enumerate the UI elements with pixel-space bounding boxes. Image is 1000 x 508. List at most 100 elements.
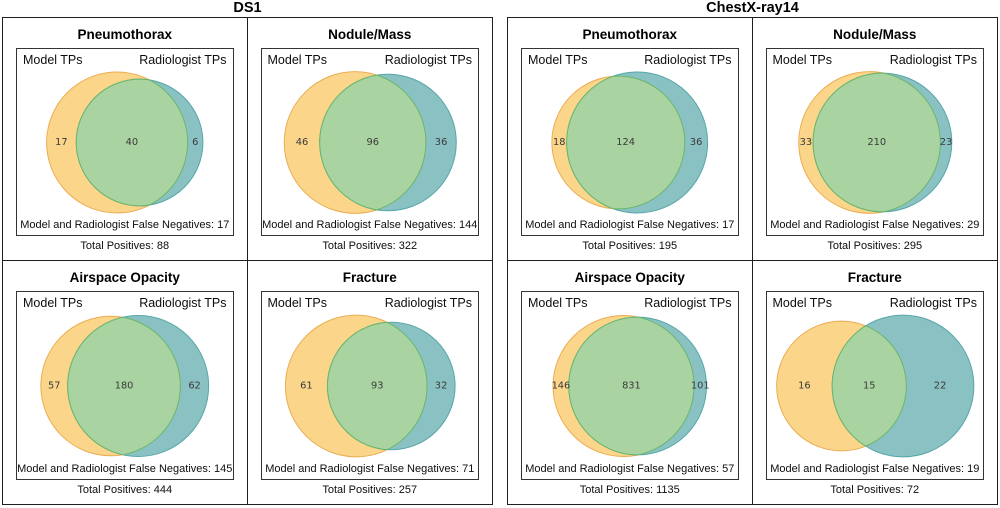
model-tps-label: Model TPs xyxy=(267,53,328,67)
total-positives-caption: Total Positives: 257 xyxy=(322,484,418,496)
condition-title: Airspace Opacity xyxy=(574,270,685,285)
radiologist-only-count: 101 xyxy=(691,381,710,392)
venn-svg: 16 15 22 xyxy=(775,314,974,458)
radiologist-tps-label: Radiologist TPs xyxy=(889,53,977,67)
overlap-edge xyxy=(812,73,941,212)
radiologist-only-count: 6 xyxy=(192,137,198,148)
model-only-count: 57 xyxy=(48,381,60,392)
total-positives-caption: Total Positives: 295 xyxy=(827,240,923,252)
total-positives-caption: Total Positives: 322 xyxy=(322,240,418,252)
panel-title-chestxray14: ChestX-ray14 xyxy=(706,0,799,16)
false-negatives-caption: Model and Radiologist False Negatives: 1… xyxy=(525,219,735,231)
radiologist-tps-label: Radiologist TPs xyxy=(139,296,227,310)
model-tps-label: Model TPs xyxy=(772,53,833,67)
venn-frame: Model TPs Radiologist TPs 16 15 22 Model a… xyxy=(765,291,984,480)
set-labels-row: Model TPs Radiologist TPs xyxy=(262,292,479,310)
model-only-count: 17 xyxy=(55,137,67,148)
false-negatives-caption: Model and Radiologist False Negatives: 2… xyxy=(770,219,980,231)
model-only-count: 61 xyxy=(300,381,313,392)
venn-diagram: 18 124 36 xyxy=(522,67,738,218)
radiologist-tps-label: Radiologist TPs xyxy=(889,296,977,310)
overlap-edge xyxy=(566,75,686,210)
total-positives-caption: Total Positives: 72 xyxy=(830,484,920,496)
overlap-count: 15 xyxy=(862,381,875,392)
radiologist-only-count: 36 xyxy=(434,137,447,148)
model-only-count: 46 xyxy=(295,137,308,148)
venn-diagram: 33 210 23 xyxy=(767,67,984,218)
overlap-count: 210 xyxy=(867,137,886,148)
false-negatives-caption: Model and Radiologist False Negatives: 1… xyxy=(770,463,980,475)
overlap-region xyxy=(566,76,685,209)
venn-svg: 61 93 32 xyxy=(284,314,456,458)
venn-svg: 18 124 36 xyxy=(551,71,709,214)
panel-box-chestxray14: Pneumothorax Model TPs Radiologist TPs 1… xyxy=(507,17,998,505)
set-labels-row: Model TPs Radiologist TPs xyxy=(262,49,479,67)
overlap-count: 831 xyxy=(622,381,641,392)
radiologist-tps-label: Radiologist TPs xyxy=(139,53,227,67)
set-labels-row: Model TPs Radiologist TPs xyxy=(767,49,984,67)
radiologist-only-count: 36 xyxy=(690,137,702,148)
condition-title: Pneumothorax xyxy=(77,27,172,42)
venn-diagram: 146 831 101 xyxy=(522,310,738,462)
total-positives-caption: Total Positives: 444 xyxy=(77,484,173,496)
set-labels-row: Model TPs Radiologist TPs xyxy=(767,292,984,310)
overlap-count: 93 xyxy=(370,381,383,392)
total-positives-caption: Total Positives: 195 xyxy=(582,240,678,252)
venn-frame: Model TPs Radiologist TPs 17 40 6 Model an… xyxy=(16,48,234,236)
radiologist-tps-label: Radiologist TPs xyxy=(644,53,732,67)
false-negatives-caption: Model and Radiologist False Negatives: 5… xyxy=(525,463,735,475)
venn-diagram: 57 180 62 xyxy=(17,310,233,462)
venn-diagram: 16 15 22 xyxy=(767,310,984,462)
venn-cell-ds1-airspace-opacity: Airspace Opacity Model TPs Radiologist T… xyxy=(3,261,248,504)
radiologist-tps-label: Radiologist TPs xyxy=(384,296,472,310)
venn-cell-cxr14-nodule-mass: Nodule/Mass Model TPs Radiologist TPs 33… xyxy=(752,18,997,261)
condition-title: Fracture xyxy=(342,270,397,285)
venn-svg: 146 831 101 xyxy=(552,315,710,457)
set-labels-row: Model TPs Radiologist TPs xyxy=(522,49,738,67)
overlap-count: 96 xyxy=(366,137,379,148)
overlap-count: 180 xyxy=(115,381,134,392)
radiologist-tps-label: Radiologist TPs xyxy=(644,296,732,310)
overlap-edge xyxy=(319,74,426,211)
venn-frame: Model TPs Radiologist TPs 33 210 23 Model … xyxy=(765,48,984,236)
panel-ds1: DS1 Pneumothorax Model TPs Radiologist T… xyxy=(2,0,493,505)
venn-frame: Model TPs Radiologist TPs 61 93 32 Model a… xyxy=(260,291,479,480)
overlap-region xyxy=(75,78,188,207)
set-labels-row: Model TPs Radiologist TPs xyxy=(522,292,738,310)
model-tps-label: Model TPs xyxy=(267,296,328,310)
overlap-edge xyxy=(326,322,428,450)
overlap-count: 40 xyxy=(126,137,138,148)
venn-cell-cxr14-pneumothorax: Pneumothorax Model TPs Radiologist TPs 1… xyxy=(508,18,753,261)
radiologist-tps-label: Radiologist TPs xyxy=(384,53,472,67)
venn-svg: 57 180 62 xyxy=(40,315,210,457)
venn-cell-cxr14-airspace-opacity: Airspace Opacity Model TPs Radiologist T… xyxy=(508,261,753,504)
false-negatives-caption: Model and Radiologist False Negatives: 7… xyxy=(265,463,475,475)
panel-box-ds1: Pneumothorax Model TPs Radiologist TPs 1… xyxy=(2,17,493,505)
false-negatives-caption: Model and Radiologist False Negatives: 1… xyxy=(262,219,478,231)
venn-frame: Model TPs Radiologist TPs 146 831 101 Mode… xyxy=(521,291,739,480)
radiologist-only-count: 22 xyxy=(933,381,946,392)
condition-title: Fracture xyxy=(847,270,902,285)
condition-title: Nodule/Mass xyxy=(833,27,917,42)
condition-title: Airspace Opacity xyxy=(69,270,180,285)
condition-title: Pneumothorax xyxy=(582,27,677,42)
overlap-region xyxy=(831,321,906,451)
set-labels-row: Model TPs Radiologist TPs xyxy=(17,292,233,310)
venn-diagram: 17 40 6 xyxy=(17,67,233,218)
condition-title: Nodule/Mass xyxy=(328,27,412,42)
venn-cell-ds1-fracture: Fracture Model TPs Radiologist TPs 61 93 3… xyxy=(248,261,493,504)
venn-diagram: 46 96 36 xyxy=(262,67,479,218)
venn-diagram: 61 93 32 xyxy=(262,310,479,462)
model-only-count: 146 xyxy=(552,381,571,392)
overlap-edge xyxy=(568,317,695,455)
radiologist-only-count: 23 xyxy=(939,137,952,148)
venn-frame: Model TPs Radiologist TPs 46 96 36 Model a… xyxy=(260,48,479,236)
radiologist-only-count: 32 xyxy=(434,381,447,392)
venn-svg: 46 96 36 xyxy=(283,71,457,214)
model-tps-label: Model TPs xyxy=(772,296,833,310)
set-labels-row: Model TPs Radiologist TPs xyxy=(17,49,233,67)
venn-svg: 33 210 23 xyxy=(797,71,952,214)
model-only-count: 18 xyxy=(553,137,565,148)
overlap-count: 124 xyxy=(616,137,635,148)
venn-frame: Model TPs Radiologist TPs 57 180 62 Model … xyxy=(16,291,234,480)
